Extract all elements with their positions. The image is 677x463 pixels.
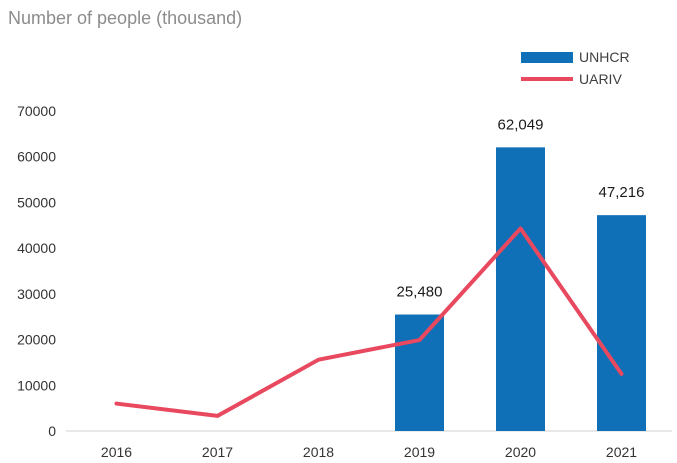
data-label-unhcr-2021: 47,216 [599, 184, 645, 201]
y-tick-label: 10000 [17, 377, 56, 393]
bar-series [395, 147, 646, 432]
y-tick-label: 20000 [17, 332, 56, 348]
y-tick-label: 30000 [17, 286, 56, 302]
x-tick-label: 2021 [606, 444, 637, 460]
x-axis: 2016 2017 2018 2019 2020 2021 [66, 430, 672, 460]
y-tick-label: 60000 [17, 149, 56, 165]
line-series [114, 226, 624, 418]
bar-unhcr-2019 [395, 314, 444, 431]
legend-label-uariv: UARIV [579, 71, 622, 87]
line-uariv [114, 226, 624, 418]
legend: UNHCR UARIV [521, 49, 630, 87]
y-tick-label: 0 [48, 423, 56, 439]
x-tick-label: 2017 [202, 444, 233, 460]
y-tick-label: 70000 [17, 103, 56, 119]
x-tick-label: 2020 [505, 444, 536, 460]
data-label-unhcr-2020: 62,049 [498, 116, 544, 133]
data-labels: 25,480 62,049 47,216 [397, 116, 645, 300]
data-label-unhcr-2019: 25,480 [397, 284, 443, 301]
y-tick-label: 40000 [17, 240, 56, 256]
bar-unhcr-2020 [496, 147, 545, 432]
legend-label-unhcr: UNHCR [579, 49, 630, 65]
x-tick-label: 2019 [404, 444, 435, 460]
y-axis: 0 10000 20000 30000 40000 50000 60000 70000 [17, 103, 56, 439]
x-tick-label: 2018 [303, 444, 334, 460]
chart-subtitle: Number of people (thousand) [8, 8, 243, 28]
bar-unhcr-2021 [597, 215, 646, 431]
x-tick-label: 2016 [101, 444, 132, 460]
legend-swatch-unhcr [521, 52, 573, 63]
y-tick-label: 50000 [17, 194, 56, 210]
